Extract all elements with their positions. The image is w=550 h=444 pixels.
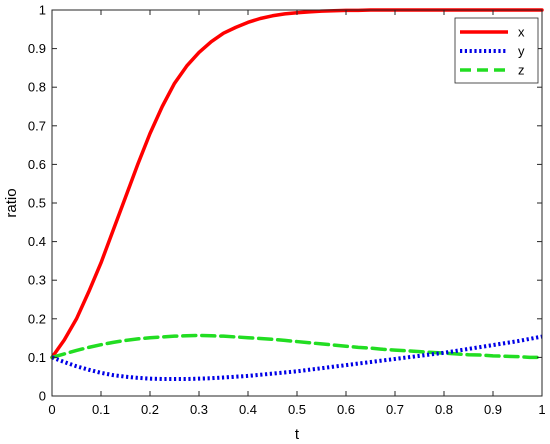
x-tick-label: 0.5 (288, 402, 306, 417)
y-axis-title: ratio (3, 188, 20, 217)
ticks-layer (51, 9, 543, 397)
tick-labels-layer: 0 0.1 0.2 0.3 0.4 0.5 0.6 0.7 0.8 0.9 1 0 0.1 0.2 0.3 0… (28, 3, 546, 418)
y-tick-label: 0.5 (28, 196, 46, 211)
series-line-y (51, 334, 543, 382)
x-tick-label: 0.8 (435, 402, 453, 417)
legend-items: xyz (460, 25, 525, 78)
series-line-z (50, 333, 544, 360)
y-tick-label: 0.9 (28, 41, 46, 56)
x-tick-label: 0.4 (239, 402, 257, 417)
y-tick-label: 0.2 (28, 311, 46, 326)
legend-label-x: x (518, 25, 525, 40)
x-axis-title: t (295, 426, 300, 443)
legend: xyz (454, 17, 539, 84)
y-tick-label: 0.1 (28, 350, 46, 365)
y-tick-label: 0 (39, 389, 46, 404)
x-tick-label: 0.1 (92, 402, 110, 417)
legend-label-y: y (518, 44, 525, 59)
y-tick-label: 1 (39, 3, 46, 18)
x-tick-label: 0.9 (484, 402, 502, 417)
y-tick-label: 0.3 (28, 273, 46, 288)
x-tick-label: 0.7 (386, 402, 404, 417)
x-tick-label: 0 (48, 402, 55, 417)
x-tick-label: 0.2 (141, 402, 159, 417)
x-tick-label: 0.6 (337, 402, 355, 417)
y-tick-label: 0.4 (28, 234, 46, 249)
x-tick-label: 1 (538, 402, 545, 417)
x-tick-label: 0.3 (190, 402, 208, 417)
y-tick-label: 0.7 (28, 118, 46, 133)
legend-label-z: z (518, 63, 525, 78)
y-tick-label: 0.8 (28, 80, 46, 95)
y-tick-label: 0.6 (28, 157, 46, 172)
legend-box (454, 17, 539, 84)
